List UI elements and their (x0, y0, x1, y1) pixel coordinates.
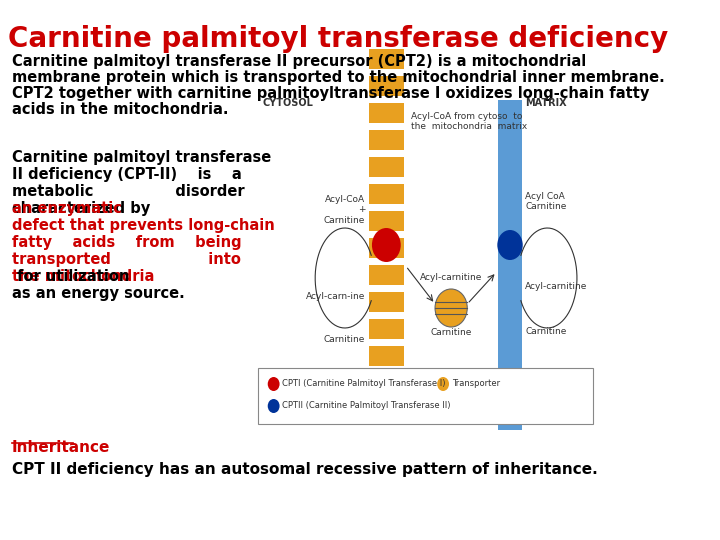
Text: Acyl-carnitine: Acyl-carnitine (526, 282, 588, 291)
Text: Inheritance: Inheritance (12, 440, 110, 455)
Text: metabolic                disorder: metabolic disorder (12, 184, 245, 199)
FancyBboxPatch shape (258, 368, 593, 424)
Circle shape (268, 399, 279, 413)
Text: transported                   into: transported into (12, 252, 240, 267)
Text: acids in the mitochondria.: acids in the mitochondria. (12, 102, 228, 117)
FancyBboxPatch shape (369, 49, 404, 69)
Text: CPTI (Carnitine Palmitoyl Transferase I): CPTI (Carnitine Palmitoyl Transferase I) (282, 380, 446, 388)
Circle shape (268, 377, 279, 391)
Text: Carnitine palmitoyl transferase deficiency: Carnitine palmitoyl transferase deficien… (9, 25, 669, 53)
FancyBboxPatch shape (369, 103, 404, 123)
FancyBboxPatch shape (369, 292, 404, 312)
Circle shape (437, 377, 449, 391)
FancyBboxPatch shape (369, 238, 404, 258)
FancyBboxPatch shape (369, 319, 404, 339)
Text: CPT2 together with carnitine palmitoyltransferase I oxidizes long-chain fatty: CPT2 together with carnitine palmitoyltr… (12, 86, 649, 101)
Circle shape (435, 289, 467, 327)
FancyBboxPatch shape (369, 400, 404, 420)
FancyBboxPatch shape (369, 211, 404, 231)
Text: Carnitine: Carnitine (431, 328, 472, 337)
Text: CPT II deficiency has an autosomal recessive pattern of inheritance.: CPT II deficiency has an autosomal reces… (12, 462, 598, 477)
Text: the mitochondria: the mitochondria (12, 269, 154, 284)
FancyBboxPatch shape (369, 130, 404, 150)
Text: II deficiency (CPT-II)    is    a: II deficiency (CPT-II) is a (12, 167, 242, 182)
Text: characterized by: characterized by (12, 201, 156, 216)
Text: Acyl CoA
Carnitine: Acyl CoA Carnitine (526, 192, 567, 211)
Text: membrane protein which is transported to the mitochondrial inner membrane.: membrane protein which is transported to… (12, 70, 665, 85)
FancyBboxPatch shape (369, 76, 404, 96)
Text: an enzymatic: an enzymatic (12, 201, 122, 216)
FancyBboxPatch shape (369, 265, 404, 285)
Text: Carnitine: Carnitine (526, 327, 567, 336)
Text: Carnitine palmitoyl transferase II precursor (CPT2) is a mitochondrial: Carnitine palmitoyl transferase II precu… (12, 54, 586, 69)
FancyBboxPatch shape (498, 100, 522, 430)
Text: for utilization: for utilization (12, 269, 129, 284)
Text: as an energy source.: as an energy source. (12, 286, 184, 301)
Text: CPTII (Carnitine Palmitoyl Transferase II): CPTII (Carnitine Palmitoyl Transferase I… (282, 402, 451, 410)
Text: MATRIX: MATRIX (526, 98, 567, 108)
Circle shape (372, 228, 401, 262)
Text: fatty    acids    from    being: fatty acids from being (12, 235, 241, 250)
FancyBboxPatch shape (369, 373, 404, 393)
Text: defect that prevents long-chain: defect that prevents long-chain (12, 218, 274, 233)
Text: Acyl-CoA from cytoso  to
the  mitochondria  matrix: Acyl-CoA from cytoso to the mitochondria… (411, 112, 527, 131)
Text: Carnitine: Carnitine (324, 335, 365, 344)
Circle shape (498, 230, 523, 260)
Text: Acyl-CoA
+
Carnitine: Acyl-CoA + Carnitine (324, 195, 365, 225)
FancyBboxPatch shape (369, 346, 404, 366)
FancyBboxPatch shape (369, 184, 404, 204)
Text: Transporter: Transporter (451, 380, 500, 388)
Text: Carnitine palmitoyl transferase: Carnitine palmitoyl transferase (12, 150, 271, 165)
FancyBboxPatch shape (369, 157, 404, 177)
Text: CYTOSOL: CYTOSOL (263, 98, 313, 108)
Text: Acyl-carnitine: Acyl-carnitine (420, 273, 482, 282)
Text: Acyl-carn-ine: Acyl-carn-ine (306, 292, 365, 301)
